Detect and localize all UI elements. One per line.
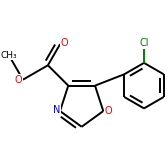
Text: O: O [105,106,112,116]
Text: CH₃: CH₃ [1,51,17,60]
Text: N: N [53,105,61,115]
Text: O: O [15,75,22,85]
Text: Cl: Cl [140,38,150,48]
Text: O: O [61,38,69,48]
